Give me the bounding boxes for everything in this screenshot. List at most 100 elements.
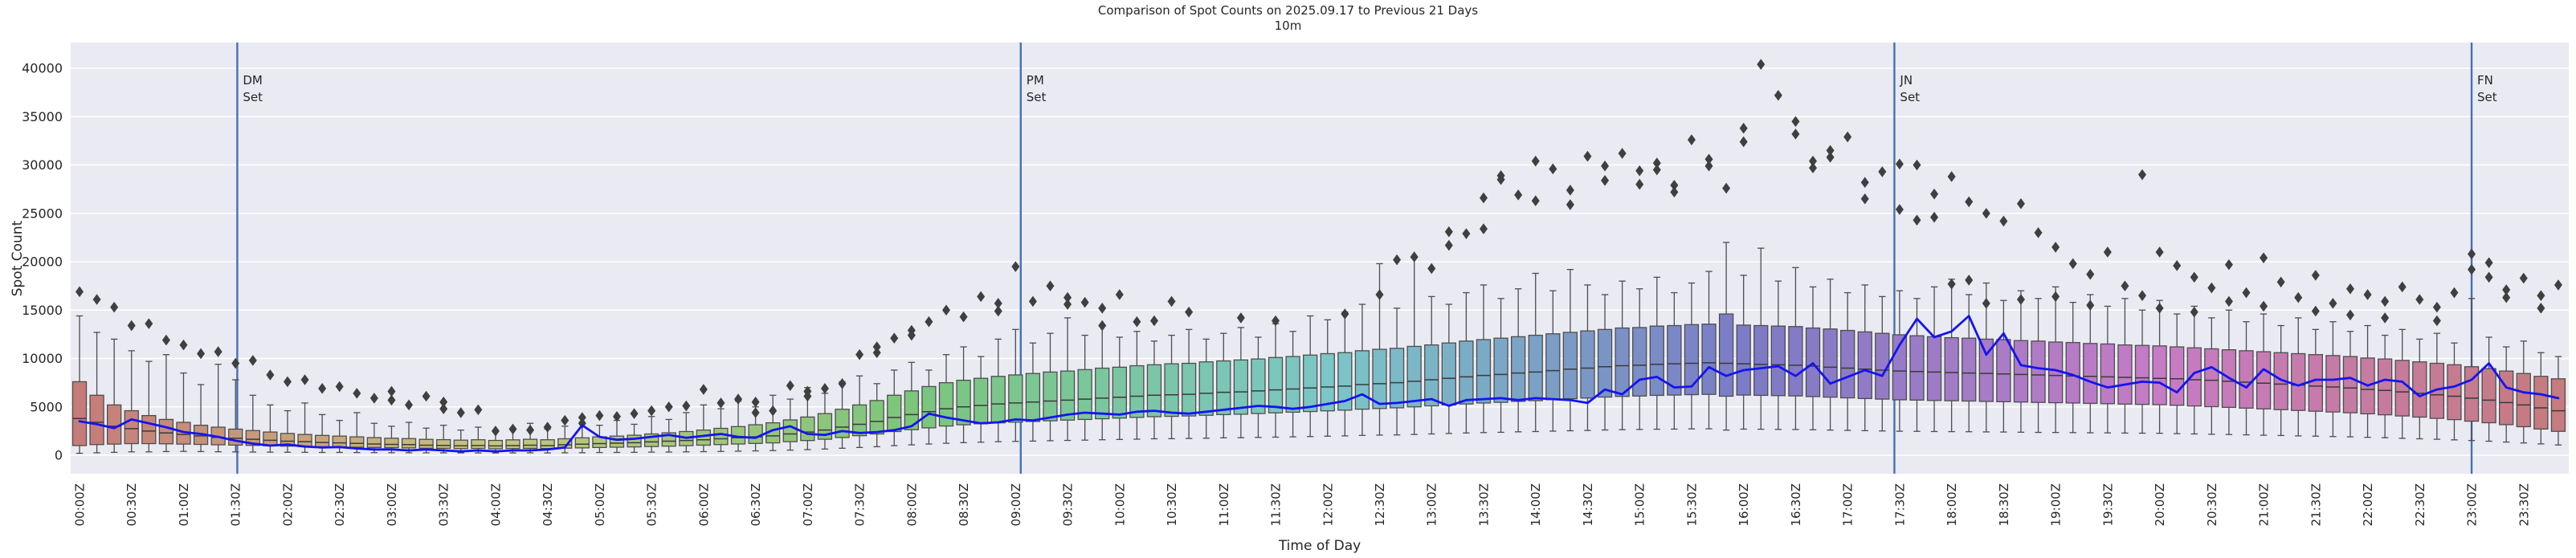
box-group: [869, 383, 884, 448]
svg-text:15000: 15000: [22, 303, 63, 318]
box-group: [332, 419, 347, 454]
svg-text:10000: 10000: [22, 351, 63, 366]
box-group: [1840, 291, 1855, 431]
svg-text:11:30Z: 11:30Z: [1269, 483, 1284, 527]
box-group: [2083, 294, 2098, 434]
svg-text:16:30Z: 16:30Z: [1789, 483, 1803, 527]
box-group: [713, 408, 729, 452]
svg-text:35000: 35000: [22, 109, 63, 124]
svg-text:01:30Z: 01:30Z: [229, 483, 243, 527]
box-group: [1580, 284, 1595, 431]
box-group: [280, 409, 296, 453]
box-group: [1389, 308, 1405, 436]
svg-text:05:30Z: 05:30Z: [645, 483, 659, 527]
box-group: [2429, 332, 2445, 440]
svg-text:19:30Z: 19:30Z: [2100, 483, 2115, 527]
svg-text:17:30Z: 17:30Z: [1892, 483, 1907, 527]
box-group: [1303, 315, 1318, 438]
box-group: [1510, 288, 1526, 433]
svg-text:20:00Z: 20:00Z: [2153, 483, 2167, 527]
svg-text:40000: 40000: [22, 61, 63, 76]
box-group: [2013, 290, 2029, 433]
x-tick-labels: 00:00Z 00:30Z 01:00Z 01:30Z 02:00Z 02:30Z 03:0…: [73, 483, 2532, 527]
box-group: [1962, 294, 1977, 433]
box-group: [1043, 332, 1058, 442]
svg-text:14:30Z: 14:30Z: [1581, 483, 1595, 527]
svg-text:00:00Z: 00:00Z: [73, 483, 88, 527]
svg-text:06:00Z: 06:00Z: [696, 483, 711, 527]
svg-text:21:30Z: 21:30Z: [2309, 483, 2323, 527]
box-group: [887, 369, 902, 446]
box-group: [2533, 352, 2549, 445]
today-line: [78, 315, 2560, 453]
event-label: JN Set: [1899, 73, 1920, 104]
box-group: [1268, 323, 1284, 438]
box-group: [1909, 298, 1925, 432]
box-group: [1857, 284, 1872, 432]
svg-text:03:00Z: 03:00Z: [385, 483, 399, 527]
event-lines: DM Set PM Set JN Set FN Set: [236, 43, 2497, 474]
box-group: [2065, 301, 2080, 434]
box-group: [384, 426, 399, 454]
box-group: [1493, 298, 1508, 434]
svg-text:11:00Z: 11:00Z: [1217, 483, 1231, 527]
box-group: [401, 422, 417, 454]
svg-text:13:00Z: 13:00Z: [1425, 483, 1439, 527]
svg-text:5000: 5000: [30, 399, 63, 414]
box-group: [730, 400, 746, 452]
box-group: [1424, 295, 1439, 435]
event-label: FN Set: [2477, 73, 2497, 104]
svg-text:05:00Z: 05:00Z: [593, 483, 607, 527]
box-group: [2516, 340, 2531, 444]
box-group: [2186, 305, 2202, 435]
box-group: [71, 315, 88, 454]
box-group: [557, 426, 573, 454]
box-group: [418, 427, 434, 454]
box-group: [1251, 336, 1266, 438]
box-group: [1146, 340, 1162, 440]
box-group: [107, 338, 122, 454]
box-group: [921, 369, 937, 445]
svg-text:15:00Z: 15:00Z: [1633, 483, 1647, 527]
box-group: [1095, 324, 1110, 441]
svg-text:06:30Z: 06:30Z: [749, 483, 763, 527]
box-group: [1875, 295, 1890, 432]
box-group: [1372, 263, 1387, 436]
svg-text:09:00Z: 09:00Z: [1009, 483, 1023, 527]
svg-text:02:00Z: 02:00Z: [280, 483, 295, 527]
svg-text:04:00Z: 04:00Z: [488, 483, 503, 527]
svg-text:25000: 25000: [22, 206, 63, 221]
svg-text:18:00Z: 18:00Z: [1945, 483, 1959, 527]
box-group: [2481, 336, 2496, 442]
box-group: [297, 402, 312, 454]
event-label: DM Set: [243, 73, 263, 104]
svg-text:23:30Z: 23:30Z: [2517, 483, 2531, 527]
box-group: [1528, 272, 1543, 433]
svg-text:22:00Z: 22:00Z: [2361, 483, 2375, 527]
svg-text:15:30Z: 15:30Z: [1684, 483, 1699, 527]
box-group: [366, 422, 382, 454]
box-group: [245, 394, 260, 453]
box-group: [1562, 268, 1578, 432]
box-group: [263, 404, 278, 453]
box-group: [1320, 319, 1335, 437]
box-group: [2256, 313, 2272, 436]
svg-text:12:30Z: 12:30Z: [1373, 483, 1387, 527]
box-group: [1667, 291, 1682, 430]
y-axis-label: Spot Count: [10, 220, 26, 297]
box-group: [782, 398, 798, 451]
box-group: [1545, 290, 1561, 432]
box-group: [938, 354, 954, 444]
box-group: [1996, 299, 2011, 433]
box-group: [2100, 305, 2116, 434]
box-group: [2031, 298, 2046, 434]
box-group: [1129, 331, 1145, 440]
box-group: [2239, 321, 2254, 436]
box-group: [1684, 282, 1700, 430]
box-group: [990, 338, 1006, 442]
box-group: [349, 412, 365, 454]
box-group: [2325, 321, 2341, 438]
box-group: [1615, 280, 1630, 430]
box-group: [2377, 334, 2393, 438]
box-group: [1164, 334, 1179, 440]
